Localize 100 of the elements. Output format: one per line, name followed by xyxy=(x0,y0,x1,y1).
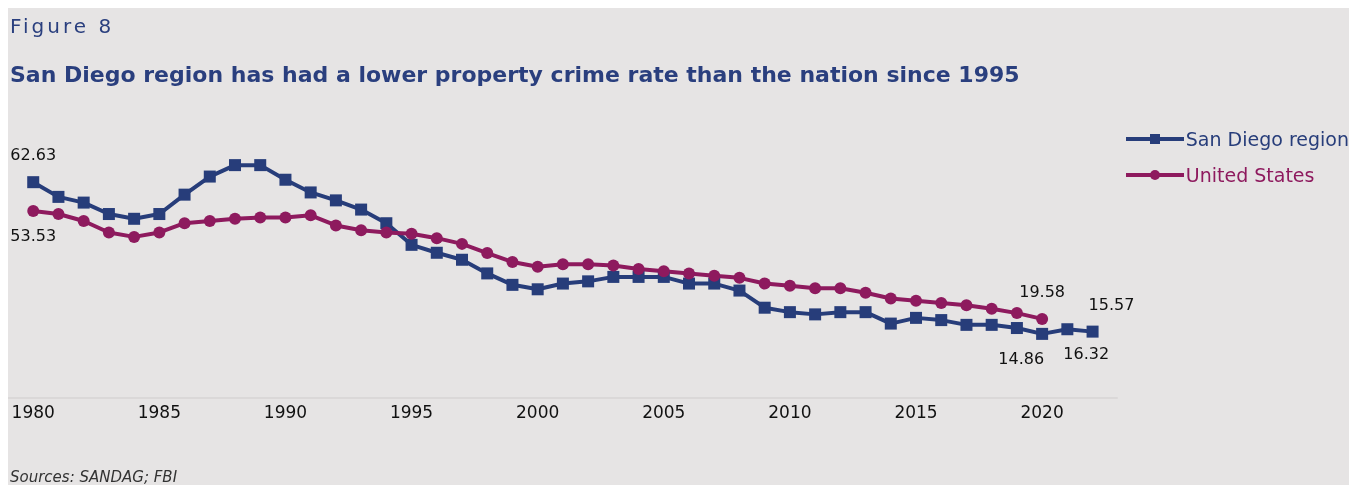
point xyxy=(355,203,368,216)
point xyxy=(783,306,796,319)
data-label: 62.63 xyxy=(10,145,57,165)
point xyxy=(178,188,191,201)
x-tick-label: 2010 xyxy=(768,402,812,423)
point xyxy=(203,215,216,228)
point xyxy=(683,277,696,290)
point xyxy=(733,271,746,284)
point xyxy=(859,286,872,299)
point xyxy=(355,224,368,237)
point xyxy=(834,306,847,319)
chart-title: San Diego region has had a lower property crime rate than the nation since 1995 xyxy=(10,62,1020,87)
point xyxy=(960,318,973,331)
point xyxy=(481,267,494,280)
data-label: 19.58 xyxy=(1019,281,1066,301)
point xyxy=(52,190,65,203)
point xyxy=(531,283,544,296)
point xyxy=(556,277,569,290)
x-tick-label: 2005 xyxy=(642,402,686,423)
point xyxy=(607,270,620,283)
caption: Figure 8 xyxy=(10,14,115,38)
point xyxy=(1036,327,1049,340)
data-label: 53.53 xyxy=(10,226,57,246)
x-tick-label: 1985 xyxy=(137,402,181,423)
legend-label: United States xyxy=(1185,164,1315,186)
x-tick-label: 2015 xyxy=(894,402,938,423)
point xyxy=(582,258,595,271)
point xyxy=(304,209,317,222)
point xyxy=(77,196,90,209)
point xyxy=(632,262,645,275)
point xyxy=(1010,307,1023,320)
point xyxy=(960,299,973,312)
data-label: 14.86 xyxy=(998,348,1045,368)
point xyxy=(329,219,342,232)
point xyxy=(884,292,897,305)
source-note: Sources: SANDAG; FBI xyxy=(10,468,178,486)
point xyxy=(405,238,418,251)
point xyxy=(77,215,90,228)
point xyxy=(279,211,292,224)
point xyxy=(430,232,443,245)
x-tick-label: 1980 xyxy=(11,402,55,423)
point xyxy=(834,282,847,295)
point xyxy=(783,279,796,292)
point xyxy=(683,267,696,280)
x-tick-label: 1990 xyxy=(263,402,308,423)
point xyxy=(1061,323,1074,336)
point xyxy=(229,212,241,225)
point xyxy=(178,217,191,230)
point xyxy=(52,208,65,221)
point xyxy=(758,277,771,290)
x-tick-label: 2020 xyxy=(1020,402,1064,423)
point xyxy=(304,186,317,199)
point xyxy=(758,301,771,314)
legend-label: San Diego region xyxy=(1185,128,1349,150)
data-label: 16.32 xyxy=(1063,344,1110,364)
x-tick-label: 2000 xyxy=(516,402,560,423)
point xyxy=(985,302,998,315)
point xyxy=(985,318,998,331)
point xyxy=(254,159,267,172)
point xyxy=(859,306,872,319)
point xyxy=(329,194,342,207)
point xyxy=(128,212,141,225)
point xyxy=(935,296,948,309)
point xyxy=(102,226,115,239)
point xyxy=(481,247,494,260)
point xyxy=(1036,312,1049,325)
point xyxy=(708,269,721,282)
x-tick-label: 1995 xyxy=(389,402,434,423)
point xyxy=(456,253,469,266)
point xyxy=(556,258,569,271)
point xyxy=(506,255,519,268)
point xyxy=(910,311,923,324)
point xyxy=(203,170,216,183)
point xyxy=(27,205,40,218)
point xyxy=(405,227,418,240)
point xyxy=(279,173,292,186)
point xyxy=(809,308,822,321)
point xyxy=(884,317,897,330)
point xyxy=(657,265,670,278)
point xyxy=(531,260,544,273)
point xyxy=(607,259,620,272)
point xyxy=(935,314,948,327)
point xyxy=(910,294,923,307)
point xyxy=(1010,322,1023,335)
point xyxy=(128,230,141,243)
point xyxy=(254,211,267,224)
point xyxy=(506,278,519,291)
point xyxy=(733,284,746,297)
point xyxy=(809,282,822,295)
point xyxy=(153,208,166,221)
point xyxy=(456,237,469,250)
point xyxy=(153,226,166,239)
point xyxy=(430,246,443,259)
point xyxy=(229,159,241,172)
point xyxy=(582,275,595,288)
point xyxy=(102,208,115,221)
point xyxy=(27,176,40,189)
point xyxy=(1086,325,1099,338)
data-label: 15.57 xyxy=(1088,294,1135,314)
point xyxy=(380,226,393,239)
